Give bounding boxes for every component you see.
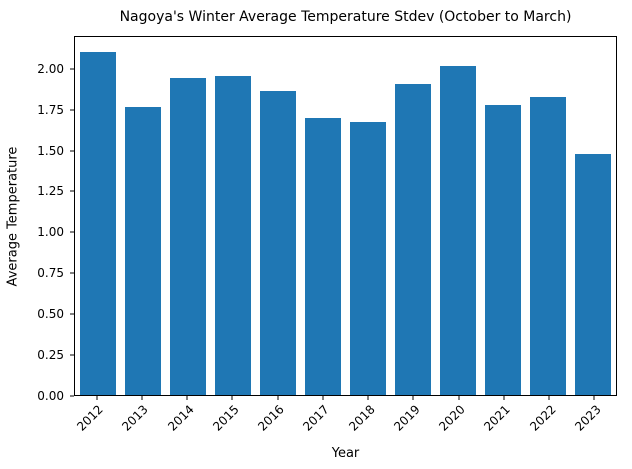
y-tick-label: 1.00 [37, 225, 64, 240]
x-tick-label: 2017 [300, 402, 333, 434]
y-tick-mark [70, 272, 74, 274]
x-tick-mark [503, 396, 505, 400]
bar-2023 [575, 154, 612, 395]
plot-area [74, 36, 617, 396]
x-tick-mark [367, 396, 369, 400]
x-tick-mark [231, 396, 233, 400]
y-tick-mark [70, 150, 74, 152]
x-tick-label: 2014 [164, 402, 197, 434]
x-tick-mark [277, 396, 279, 400]
x-tick-label: 2020 [436, 402, 468, 434]
x-tick-mark [322, 396, 324, 400]
y-tick-mark [70, 354, 74, 356]
y-tick-mark [70, 231, 74, 233]
x-tick-mark [412, 396, 414, 400]
y-tick-label: 0.50 [37, 307, 64, 322]
bar-2021 [485, 105, 522, 395]
x-tick-label: 2019 [391, 402, 423, 434]
bar-2015 [214, 76, 251, 395]
y-tick-mark [70, 68, 74, 70]
bar-2016 [259, 90, 296, 395]
x-tick-mark [548, 396, 550, 400]
bar-2014 [169, 77, 206, 395]
bar-2022 [530, 97, 567, 395]
y-axis: 0.00 0.25 0.50 0.75 1.00 1.25 1.50 1.75 2.00 [0, 36, 74, 402]
y-tick-label: 0.00 [37, 389, 64, 403]
y-tick-label: 2.00 [37, 61, 64, 76]
bar-2012 [79, 51, 116, 395]
y-tick-mark [70, 109, 74, 111]
bar-2013 [124, 106, 161, 395]
x-tick-mark [96, 396, 98, 400]
y-tick-label: 0.75 [37, 266, 64, 281]
x-tick-label: 2013 [119, 402, 152, 434]
x-tick-label: 2022 [526, 402, 559, 434]
x-axis-title: Year [331, 446, 360, 461]
y-tick-label: 1.50 [37, 143, 64, 158]
y-tick-label: 1.75 [37, 102, 64, 117]
x-tick-label: 2023 [572, 402, 604, 434]
x-tick-label: 2018 [345, 402, 378, 434]
bar-2017 [304, 118, 341, 395]
x-tick-label: 2021 [481, 402, 514, 434]
x-tick-mark [458, 396, 460, 400]
bar-2018 [350, 121, 387, 395]
x-tick-label: 2016 [255, 402, 287, 434]
x-tick-mark [186, 396, 188, 400]
x-tick-mark [141, 396, 143, 400]
bars-container [75, 37, 616, 395]
y-tick-mark [70, 395, 74, 397]
y-tick-mark [70, 313, 74, 315]
y-tick-label: 0.25 [37, 348, 64, 363]
y-tick-mark [70, 190, 74, 192]
bar-2020 [440, 66, 477, 395]
bar-2019 [395, 84, 432, 395]
x-tick-label: 2012 [74, 402, 106, 434]
x-tick-label: 2015 [210, 402, 242, 434]
x-tick-mark [593, 396, 595, 400]
chart-title: Nagoya's Winter Average Temperature Stde… [119, 9, 572, 25]
x-axis: 2012 2013 2014 2015 2016 2017 2018 2019 2020 2021… [74, 396, 617, 462]
y-tick-label: 1.25 [37, 184, 64, 199]
